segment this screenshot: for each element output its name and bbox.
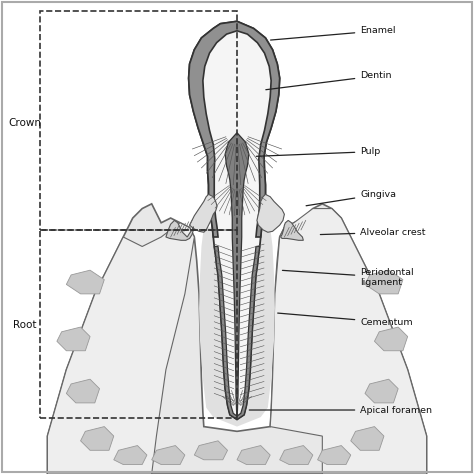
Text: Alveolar crest: Alveolar crest bbox=[320, 228, 426, 237]
Text: Crown: Crown bbox=[8, 118, 41, 128]
Polygon shape bbox=[166, 220, 193, 240]
Polygon shape bbox=[214, 246, 260, 419]
Polygon shape bbox=[152, 446, 185, 465]
Polygon shape bbox=[318, 446, 351, 465]
Polygon shape bbox=[351, 427, 384, 450]
Polygon shape bbox=[66, 379, 100, 403]
Polygon shape bbox=[374, 327, 408, 351]
Polygon shape bbox=[199, 228, 275, 427]
Text: Periodontal
ligament: Periodontal ligament bbox=[283, 268, 414, 287]
Polygon shape bbox=[66, 270, 104, 294]
Text: Dentin: Dentin bbox=[266, 72, 392, 90]
Polygon shape bbox=[57, 327, 90, 351]
Bar bbox=[40, 11, 237, 230]
Polygon shape bbox=[365, 379, 398, 403]
Polygon shape bbox=[237, 446, 270, 465]
Polygon shape bbox=[194, 441, 228, 460]
Polygon shape bbox=[257, 194, 284, 232]
Polygon shape bbox=[81, 427, 114, 450]
Polygon shape bbox=[281, 220, 303, 240]
Text: Pulp: Pulp bbox=[256, 147, 381, 156]
Polygon shape bbox=[189, 21, 280, 419]
Text: Enamel: Enamel bbox=[271, 27, 396, 40]
Polygon shape bbox=[190, 194, 217, 232]
Text: Cementum: Cementum bbox=[278, 313, 413, 327]
Bar bbox=[40, 230, 237, 418]
Polygon shape bbox=[280, 446, 313, 465]
Text: Apical foramen: Apical foramen bbox=[249, 406, 432, 414]
Text: Root: Root bbox=[13, 319, 36, 330]
Text: Gingiva: Gingiva bbox=[306, 190, 396, 206]
Polygon shape bbox=[47, 204, 427, 474]
Polygon shape bbox=[189, 21, 280, 237]
Polygon shape bbox=[225, 133, 249, 416]
Polygon shape bbox=[114, 446, 147, 465]
Polygon shape bbox=[270, 209, 427, 474]
Polygon shape bbox=[365, 270, 403, 294]
Polygon shape bbox=[47, 223, 194, 474]
